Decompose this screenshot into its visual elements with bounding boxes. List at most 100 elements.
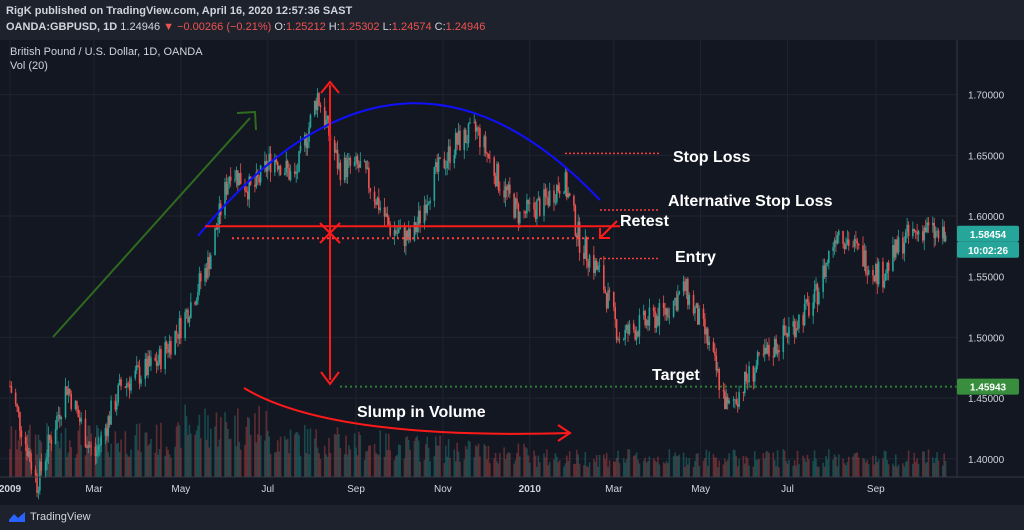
volume-bar [397,444,400,477]
volume-bar [583,465,585,477]
symbol-short[interactable]: OANDA:GBPUSD, 1D [6,21,118,33]
volume-bar [456,442,458,477]
volume-bar [14,429,17,477]
candle-body [127,383,129,385]
candle-body [786,333,789,337]
candle-body [100,435,102,446]
candle-body [914,231,917,232]
volume-bar [383,456,386,477]
candle-body [205,267,208,279]
volume-bar [476,446,478,477]
candle-body [187,309,189,323]
candle-body [533,202,535,210]
volume-bar [204,408,206,477]
candle-body [557,185,560,191]
volume-bar [168,454,171,477]
candle-body [896,239,898,253]
volume-bar [677,456,679,477]
candle-body [97,446,100,452]
candlesticks [9,88,947,500]
candle-body [188,317,191,323]
volume-bar [825,455,827,477]
candle-body [245,190,248,192]
candle-body [635,331,638,340]
measure-arrow-top [320,80,340,94]
brand-name[interactable]: TradingView [30,511,91,523]
volume-bar [254,413,256,477]
volume-bar [574,463,577,477]
volume-bar [34,434,37,477]
volume-bar [836,466,839,477]
volume-bar [249,434,252,477]
chart-area[interactable]: Stop Loss Alternative Stop Loss Retest Entr… [0,40,1024,505]
candle-body [264,161,266,166]
candle-body [36,475,38,493]
candle-body [931,222,934,226]
candle-body [644,310,646,326]
volume-bar [59,448,61,477]
candle-body [573,195,575,206]
candle-body [678,291,681,294]
volume-bar [672,456,675,477]
volume-bar [229,438,232,477]
price-chart[interactable]: Stop Loss Alternative Stop Loss Retest Entr… [0,40,1024,505]
candle-body [285,160,288,173]
candle-body [463,129,466,150]
volume-bar [627,449,629,477]
candle-body [798,314,800,329]
volume-bar [538,462,541,477]
volume-bar [215,412,218,477]
candle-body [446,160,448,168]
volume-bar [578,463,581,477]
candle-body [758,352,760,354]
volume-bar [214,426,216,477]
tradingview-logo-icon[interactable] [8,511,26,523]
volume-bar [546,449,548,477]
candle-body [882,261,884,288]
candle-body [88,445,91,447]
volume-bar [463,459,466,477]
volume-bar [24,447,27,477]
volume-bar [140,452,142,477]
trend-arrow-line [52,117,251,338]
volume-bar [125,454,128,477]
volume-bar [378,455,380,477]
volume-bar [439,435,441,477]
volume-bar [536,466,538,477]
candle-body [654,311,656,328]
volume-bar [823,466,826,477]
candle-body [516,198,518,205]
candle-body [137,365,139,367]
volume-bar [298,434,300,477]
volume-bar [88,425,91,477]
candle-body [268,153,270,164]
symbol-title: British Pound / U.S. Dollar, 1D, OANDA [10,46,203,58]
candle-body [726,396,729,404]
candle-body [303,134,306,146]
candle-body [425,204,427,214]
candle-body [856,240,859,244]
volume-bar [447,439,450,477]
candle-body [934,231,937,239]
volume-bar [130,449,132,477]
volume-bar [366,450,369,477]
volume-bar [568,451,571,477]
volume-bar [896,466,898,477]
candle-body [705,328,708,335]
candle-body [353,161,356,166]
candle-body [672,300,675,317]
candle-body [556,185,558,203]
volume-bar [164,455,166,477]
volume-bar [148,443,151,477]
volume-bar [618,463,621,477]
volume-bar [708,451,711,477]
volume-bar [265,411,268,477]
volume-bar [426,436,429,477]
candle-body [474,121,477,132]
volume-bar [144,432,147,477]
volume-bar [682,452,685,477]
volume-bar [84,455,87,477]
candle-body [209,255,212,270]
candle-body [397,229,400,233]
candle-body [416,224,419,233]
